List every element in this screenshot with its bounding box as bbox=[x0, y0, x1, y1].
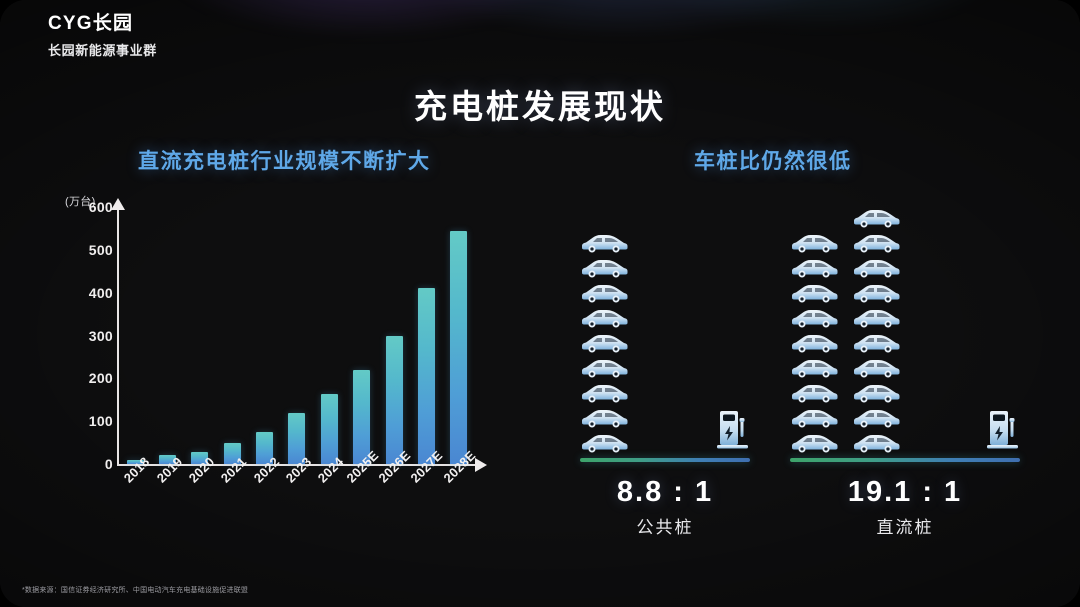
ratio-label-public: 公共桩 bbox=[636, 518, 694, 537]
car-icon bbox=[792, 360, 838, 378]
car-to-charger-ratio-panel: 8.8 : 1 公共桩 bbox=[560, 180, 1050, 560]
ratio-group-dc: 19.1 : 1 直流桩 bbox=[790, 180, 1020, 538]
car-icon bbox=[854, 260, 900, 278]
y-axis-tick-labels: 0 100 200 300 400 500 600 bbox=[55, 195, 113, 472]
car-icon bbox=[854, 410, 900, 428]
right-section-heading: 车桩比仍然很低 bbox=[694, 150, 852, 173]
car-icon bbox=[792, 235, 838, 253]
left-section-heading: 直流充电桩行业规模不断扩大 bbox=[138, 150, 431, 173]
car-column-public-1 bbox=[580, 231, 628, 453]
ratio-value-dc: 19.1 : 1 bbox=[847, 476, 963, 508]
x-tick-2022: 2022 bbox=[250, 453, 282, 486]
car-icon bbox=[582, 385, 628, 403]
car-icon bbox=[854, 435, 900, 453]
bar-chart: (万台) 0 100 200 300 400 500 600 2018 2019 2020 202… bbox=[55, 195, 525, 545]
car-icon bbox=[792, 335, 838, 353]
y-tick-200: 200 bbox=[88, 370, 113, 387]
car-icon bbox=[854, 210, 900, 228]
charging-pile-icon bbox=[717, 411, 748, 449]
x-tick-2018: 2018 bbox=[120, 453, 153, 486]
ground-baseline-public bbox=[580, 458, 750, 462]
car-icon bbox=[854, 360, 900, 378]
car-icon bbox=[792, 285, 838, 303]
y-tick-600: 600 bbox=[88, 199, 113, 215]
x-tick-2025E: 2025E bbox=[343, 447, 382, 486]
x-tick-2026E: 2026E bbox=[375, 447, 414, 486]
ratio-label-dc: 直流桩 bbox=[876, 518, 934, 537]
car-icon bbox=[582, 360, 628, 378]
y-tick-100: 100 bbox=[88, 413, 113, 430]
logo-secondary-text: 长园新能源事业群 bbox=[48, 42, 157, 58]
brand-logo: CYG长园 长园新能源事业群 bbox=[48, 13, 157, 59]
car-icon bbox=[582, 435, 628, 453]
x-tick-2024: 2024 bbox=[315, 453, 347, 486]
bar-2026E bbox=[385, 335, 403, 464]
car-column-dc-2 bbox=[852, 206, 900, 453]
car-column-dc-1 bbox=[790, 231, 838, 453]
car-icon bbox=[792, 260, 838, 278]
ground-baseline-dc bbox=[790, 458, 1020, 462]
car-icon bbox=[582, 260, 628, 278]
car-icon bbox=[792, 385, 838, 403]
car-icon-columns-dc bbox=[790, 206, 900, 453]
ratio-value-public: 8.8 : 1 bbox=[616, 476, 714, 508]
y-tick-300: 300 bbox=[88, 327, 113, 344]
x-tick-2020: 2020 bbox=[185, 453, 218, 486]
y-tick-500: 500 bbox=[88, 241, 113, 258]
car-icon bbox=[854, 235, 900, 253]
pictogram-field-dc bbox=[790, 180, 1020, 462]
x-tick-2027E: 2027E bbox=[407, 447, 446, 486]
car-icon bbox=[582, 235, 628, 253]
source-footnote: *数据来源：国信证券经济研究所、中国电动汽车充电基础设施促进联盟 bbox=[22, 587, 249, 594]
x-axis-arrow-icon bbox=[475, 458, 487, 472]
x-axis-tick-labels: 2018 2019 2020 2021 2022 2023 2024 2025E 2026E 20… bbox=[119, 447, 479, 531]
ratio-group-public: 8.8 : 1 公共桩 bbox=[580, 180, 750, 538]
car-icon bbox=[792, 310, 838, 328]
charging-pile-icon bbox=[987, 411, 1018, 449]
x-tick-2021: 2021 bbox=[217, 453, 250, 486]
car-icon bbox=[792, 435, 838, 453]
x-tick-2023: 2023 bbox=[282, 453, 315, 486]
y-tick-0: 0 bbox=[104, 456, 113, 472]
bar-2027E bbox=[417, 288, 435, 464]
logo-primary-text: CYG长园 bbox=[48, 13, 134, 34]
car-icon-columns-public bbox=[580, 231, 628, 453]
car-icon bbox=[582, 410, 628, 428]
car-icon bbox=[582, 285, 628, 303]
x-tick-2019: 2019 bbox=[153, 453, 185, 486]
chart-plot-area bbox=[119, 207, 475, 464]
car-icon bbox=[854, 285, 900, 303]
car-icon bbox=[582, 335, 628, 353]
y-tick-400: 400 bbox=[88, 284, 113, 301]
pictogram-field-public bbox=[580, 180, 750, 462]
car-icon bbox=[854, 385, 900, 403]
page-title: 充电桩发展现状 bbox=[414, 88, 666, 125]
car-icon bbox=[582, 310, 628, 328]
car-icon bbox=[792, 410, 838, 428]
charging-pile-slot-public bbox=[716, 407, 750, 453]
charging-pile-slot-dc bbox=[986, 407, 1020, 453]
bar-2028E bbox=[450, 231, 468, 464]
car-icon bbox=[854, 310, 900, 328]
x-tick-2028E: 2028E bbox=[440, 447, 479, 486]
car-icon bbox=[854, 335, 900, 353]
